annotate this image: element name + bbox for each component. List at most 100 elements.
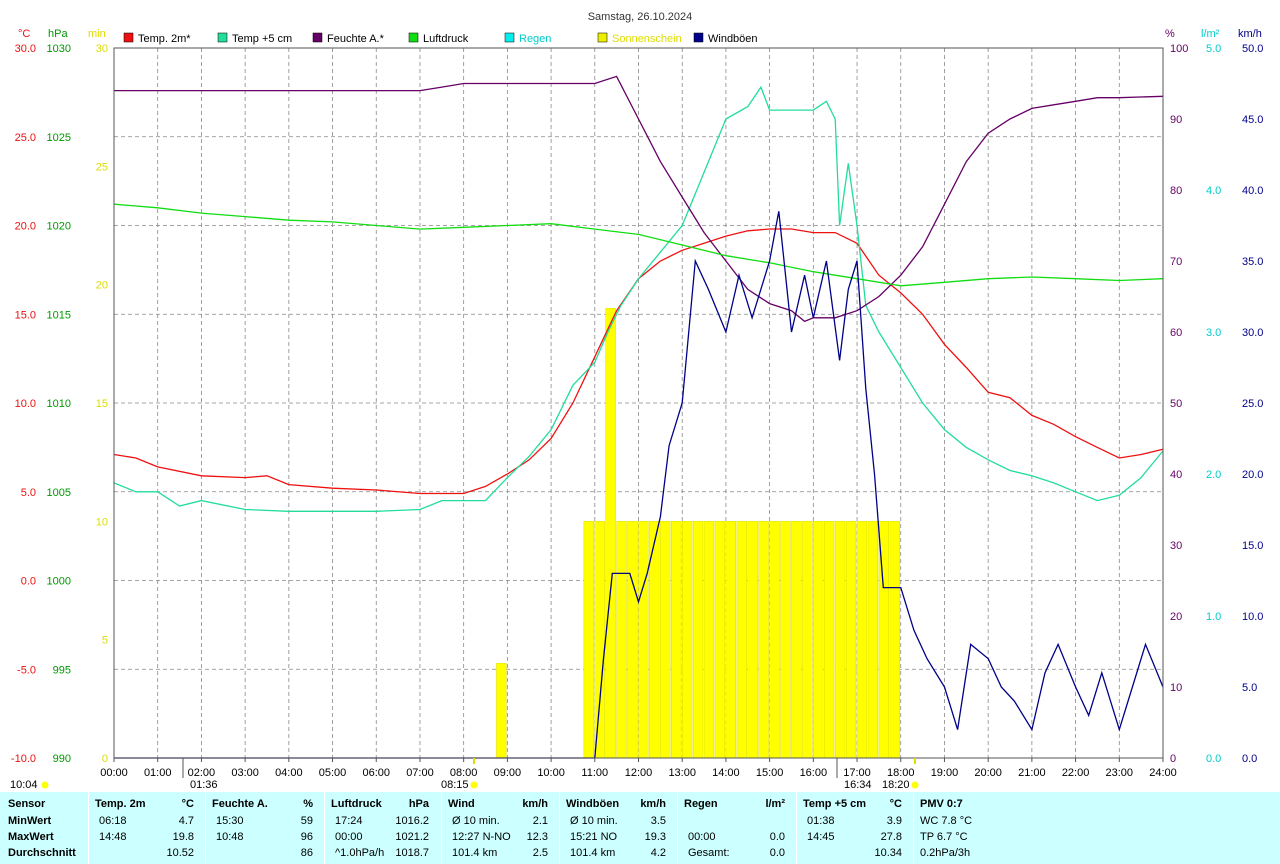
x-tick-label: 24:00 <box>1149 767 1177 779</box>
legend-label: Regen <box>519 33 551 45</box>
stats-time: 00:00 <box>335 831 363 843</box>
humidity-tick-label: 80 <box>1170 185 1182 197</box>
pressure-axis-unit: hPa <box>48 28 68 40</box>
stats-unit: % <box>303 798 313 810</box>
column-separator <box>205 792 206 864</box>
series-lines <box>113 75 1164 759</box>
stats-value: 10.34 <box>874 847 902 859</box>
legend-swatch <box>408 32 419 43</box>
stats-unit: hPa <box>408 798 429 810</box>
stats-time: Gesamt: <box>688 847 730 859</box>
temp-tick-label: -10.0 <box>11 753 36 765</box>
sunshine-bar <box>638 521 649 759</box>
chart-title: Samstag, 26.10.2024 <box>588 11 693 23</box>
wind-tick-label: 45.0 <box>1242 114 1263 126</box>
sunshine-bar <box>703 521 715 759</box>
sun-tick-label: 5 <box>102 635 108 647</box>
humidity-axis-unit: % <box>1165 28 1175 40</box>
humidity-tick-label: 50 <box>1170 398 1182 410</box>
stats-value: 1018.7 <box>395 847 429 859</box>
x-axis-ticks: 00:00 01:00 02:00 03:00 04:00 05:00 06:00 07:00… <box>100 758 1177 779</box>
pressure-tick-label: 1000 <box>47 576 71 588</box>
humidity-tick-label: 100 <box>1170 43 1188 55</box>
current-time-label: 10:04 <box>10 779 38 791</box>
series-line-humidity <box>114 75 1164 323</box>
x-tick-label: 03:00 <box>231 767 259 779</box>
sunshine-bar <box>714 521 726 759</box>
wind-tick-label: 10.0 <box>1242 611 1263 623</box>
stats-time: 10:48 <box>216 831 244 843</box>
rain-axis-unit: l/m² <box>1201 28 1220 40</box>
series-line-temp <box>113 228 1164 495</box>
temp-tick-label: 10.0 <box>15 398 36 410</box>
sun-tick-label: 10 <box>96 516 108 528</box>
stats-value: 0.0 <box>769 847 785 859</box>
legend-label: Luftdruck <box>423 33 469 45</box>
stats-value: 10.52 <box>166 847 194 859</box>
wind-tick-label: 35.0 <box>1242 256 1263 268</box>
max-time-label: 16:34 <box>844 779 872 791</box>
x-tick-label: 00:00 <box>100 767 128 779</box>
rain-tick-label: 2.0 <box>1206 469 1221 481</box>
stats-value: 1016.2 <box>395 815 429 827</box>
stats-time: 17:24 <box>335 815 363 827</box>
x-tick-label: 16:00 <box>800 767 828 779</box>
sun-dot <box>41 781 49 789</box>
humidity-tick-label: 90 <box>1170 114 1182 126</box>
legend-label: Windböen <box>708 33 758 45</box>
x-tick-label: 23:00 <box>1106 767 1134 779</box>
x-tick-label: 09:00 <box>494 767 522 779</box>
stats-row-label: MinWert <box>8 815 52 827</box>
rain-tick-label: 0.0 <box>1206 753 1221 765</box>
column-separator <box>324 792 325 864</box>
stats-header: Feuchte A. <box>212 798 268 810</box>
wind-axis-unit: km/h <box>1238 28 1262 40</box>
stats-time: Ø 10 min. <box>570 815 618 827</box>
axis-labels: 30.025.020.015.010.05.00.0-5.0-10.010301… <box>11 28 1264 765</box>
stats-value: 19.8 <box>172 831 194 843</box>
stats-unit: km/h <box>640 798 666 810</box>
x-tick-label: 08:00 <box>450 767 478 779</box>
legend-swatch <box>217 32 228 43</box>
pressure-tick-label: 1010 <box>47 398 71 410</box>
stats-value: 19.3 <box>644 831 666 843</box>
sunshine-bar <box>605 308 616 759</box>
sunshine-bar <box>856 521 868 759</box>
temp-tick-label: 15.0 <box>15 309 36 321</box>
legend-label: Feuchte A.* <box>327 33 385 45</box>
stats-time: 00:00 <box>688 831 716 843</box>
stats-value: 2.5 <box>532 847 548 859</box>
legend: Temp. 2m* Temp +5 cm Feuchte A.* Luftdruck R… <box>123 32 758 45</box>
temp-tick-label: 25.0 <box>15 132 36 144</box>
rain-tick-label: 5.0 <box>1206 43 1221 55</box>
sun-tick-label: 20 <box>96 280 108 292</box>
stats-unit: km/h <box>522 798 548 810</box>
sunshine-bar <box>845 521 857 759</box>
x-tick-label: 11:00 <box>581 767 608 779</box>
x-tick-label: 19:00 <box>931 767 959 779</box>
stats-unit: °C <box>889 798 902 810</box>
stats-time: 01:38 <box>807 815 835 827</box>
sunshine-bar <box>736 521 747 759</box>
wind-tick-label: 50.0 <box>1242 43 1263 55</box>
column-separator <box>796 792 797 864</box>
stats-time: 12:27 N-NO <box>452 831 511 843</box>
sunshine-bar <box>583 521 594 759</box>
stats-time: Ø 10 min. <box>452 815 500 827</box>
stats-unit: °C <box>181 798 194 810</box>
x-tick-label: 10:00 <box>537 767 565 779</box>
sunshine-bar <box>681 521 693 759</box>
legend-swatch <box>504 32 515 43</box>
sunshine-bar <box>627 521 638 759</box>
humidity-tick-label: 30 <box>1170 540 1182 552</box>
stats-header: PMV 0:7 <box>920 798 963 810</box>
stats-value: 86 <box>300 847 313 859</box>
rain-tick-label: 1.0 <box>1206 611 1221 623</box>
statistics-table: Sensor Temp. 2m °C Feuchte A.% Luftdruck hPa W… <box>0 792 1280 864</box>
x-tick-label: 05:00 <box>319 767 347 779</box>
humidity-tick-label: 60 <box>1170 327 1182 339</box>
pressure-tick-label: 1025 <box>47 132 71 144</box>
stats-value: 1021.2 <box>395 831 429 843</box>
legend-label: Temp +5 cm <box>232 33 292 45</box>
stats-unit: l/m² <box>765 798 785 810</box>
